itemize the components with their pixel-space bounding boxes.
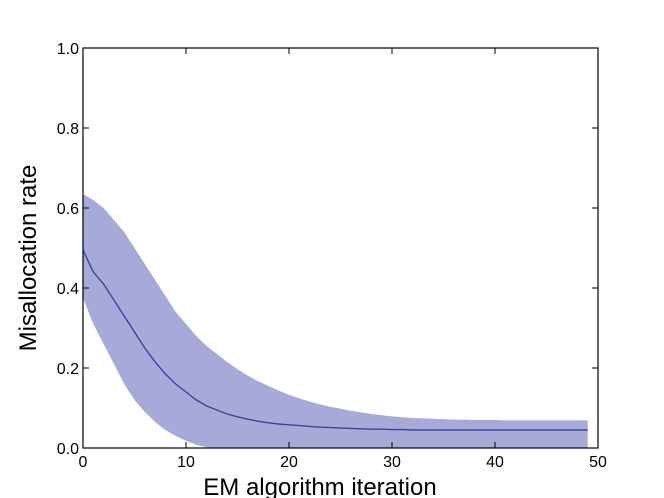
x-tick-label: 30 [383,454,401,471]
x-tick-label: 10 [177,454,195,471]
x-tick-label: 40 [486,454,504,471]
confidence-band-0 [83,194,588,448]
y-tick-label: 0.2 [57,361,79,378]
plot-frame [82,47,599,449]
mean-line-0 [83,249,588,431]
x-tick-label: 50 [589,454,607,471]
y-tick-label: 0.0 [57,441,79,458]
y-tick-label: 0.4 [57,281,79,298]
x-axis-label: EM algorithm iteration [203,474,436,498]
x-tick-label: 20 [280,454,298,471]
y-tick-label: 1.0 [57,41,79,58]
x-tick-label: 0 [79,454,88,471]
y-tick-label: 0.8 [57,121,79,138]
y-axis-label: Misallocation rate [15,165,42,352]
y-tick-label: 0.6 [57,201,79,218]
